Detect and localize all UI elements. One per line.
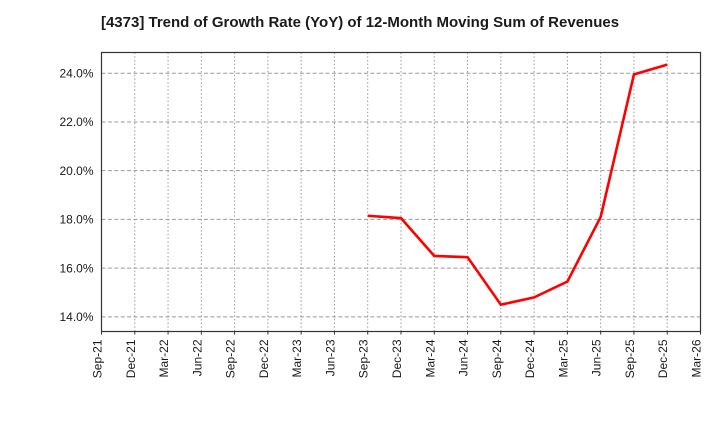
y-axis-tick-label: 20.0% xyxy=(59,164,93,178)
data-series-line xyxy=(367,63,668,307)
y-axis-tick-label: 16.0% xyxy=(59,261,93,275)
x-axis-tick-label: Sep-25 xyxy=(623,339,637,378)
horizontal-gridlines xyxy=(101,72,701,318)
x-axis-tick-label: Dec-25 xyxy=(656,339,670,378)
x-axis-tick-label: Sep-21 xyxy=(91,339,105,378)
x-axis-tick-label: Jun-24 xyxy=(457,339,471,376)
vertical-gridlines xyxy=(101,52,701,332)
x-axis-tick-label: Jun-25 xyxy=(590,339,604,376)
x-axis-tick-label: Sep-23 xyxy=(357,339,371,378)
x-axis-tick-label: Mar-23 xyxy=(290,339,304,377)
x-axis-tick-label: Mar-25 xyxy=(556,339,570,377)
x-axis-tick-label: Dec-23 xyxy=(390,339,404,378)
x-axis-tick-label: Mar-22 xyxy=(157,339,171,377)
x-axis-tick-label: Jun-23 xyxy=(323,339,337,376)
x-axis-tick-label: Mar-24 xyxy=(423,339,437,377)
chart-title: [4373] Trend of Growth Rate (YoY) of 12-… xyxy=(100,14,620,31)
y-axis-tick-label: 14.0% xyxy=(59,310,93,324)
x-axis-tick-label: Dec-22 xyxy=(257,339,271,378)
x-axis-tick-label: Dec-24 xyxy=(523,339,537,378)
x-axis-tick-label: Sep-22 xyxy=(224,339,238,378)
x-axis-tick-label: Sep-24 xyxy=(490,339,504,378)
y-axis-tick-label: 18.0% xyxy=(59,213,93,227)
x-axis-tick-labels: Sep-21 Dec-21 Mar-22 Jun-22 Sep-22 Dec-22 Mar-… xyxy=(91,331,704,378)
y-axis-tick-label: 24.0% xyxy=(59,66,93,80)
series-line-growth-rate xyxy=(367,63,668,307)
x-axis-tick-label: Mar-26 xyxy=(690,339,704,377)
y-axis-tick-labels: 24.0% 22.0% 20.0% 18.0% 16.0% 14.0% xyxy=(59,66,93,324)
x-axis-tick-label: Jun-22 xyxy=(190,339,204,376)
y-axis-tick-label: 22.0% xyxy=(59,115,93,129)
x-axis-tick-label: Dec-21 xyxy=(124,339,138,378)
